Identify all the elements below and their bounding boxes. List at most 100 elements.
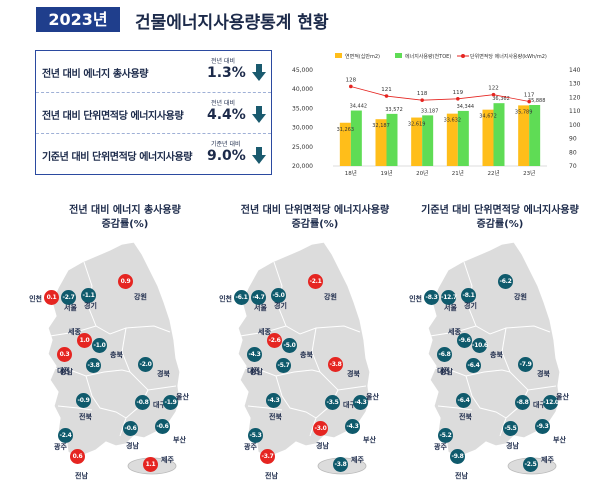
- line-unit-energy-label: 128: [346, 77, 357, 83]
- bar-floor-area: [339, 122, 351, 166]
- page-title: 건물에너지사용량통계 현황: [135, 13, 329, 33]
- region-label: 경남: [126, 442, 139, 450]
- region-value-bubble: -6.4: [456, 393, 471, 408]
- province-border: [429, 325, 551, 337]
- region-value-bubble: -12.7: [441, 290, 457, 305]
- region-label: 강원: [514, 293, 527, 301]
- stat-row-base-year-energy: 기준년 대비 단위면적당 에너지사용량 기준년 대비 9.0%: [36, 133, 271, 174]
- province-border: [51, 367, 131, 377]
- region-value-bubble: -3.8: [333, 457, 348, 472]
- bar-floor-area-label: 34,672: [479, 114, 497, 120]
- legend-label: 에너지사용량(천TOE): [405, 53, 451, 60]
- stat-label: 기준년 대비 단위면적당 에너지사용량: [42, 152, 193, 163]
- region-label: 경북: [347, 370, 360, 378]
- legend-swatch: [395, 53, 402, 58]
- region-value-bubble: -3.7: [260, 449, 275, 464]
- x-tick-label: 23년: [523, 169, 535, 177]
- region-label: 광주: [434, 443, 447, 451]
- region-label: 충북: [300, 351, 313, 359]
- region-value-bubble: -3.0: [313, 421, 328, 436]
- y-right-tick-label: 110: [569, 108, 581, 115]
- region-label: 제주: [541, 456, 554, 464]
- region-label: 경북: [537, 370, 550, 378]
- region-value-bubble: -2.4: [58, 428, 73, 443]
- bar-floor-area: [411, 117, 423, 166]
- region-label: 세종: [68, 328, 81, 336]
- y-right-tick-label: 140: [569, 67, 581, 74]
- bar-floor-area: [375, 119, 387, 166]
- region-label: 대구: [153, 401, 166, 409]
- map-title-total-energy: 전년 대비 에너지 총사용량 증감률(%): [40, 204, 210, 232]
- province-border: [241, 367, 321, 377]
- year-badge: 2023년: [36, 7, 120, 32]
- region-label: 서울: [254, 304, 267, 312]
- region-label: 전북: [269, 413, 282, 421]
- region-label: 부산: [173, 436, 186, 444]
- province-border: [311, 327, 367, 391]
- bar-energy-usage: [422, 115, 434, 166]
- stat-label: 전년 대비 단위면적당 에너지사용량: [42, 111, 184, 122]
- bar-floor-area-label: 32,187: [372, 123, 390, 129]
- energy-usage-chart: 연면적(십만m2) 에너지사용량(천TOE) 단위면적당 에너지사용량(kWh/m2…: [285, 50, 585, 190]
- region-value-bubble: -12.0: [543, 395, 559, 410]
- y-left-tick-label: 20,000: [292, 163, 313, 170]
- region-value-bubble: -4.7: [251, 290, 266, 305]
- x-tick-label: 19년: [380, 169, 392, 177]
- region-value-bubble: -3.8: [86, 358, 101, 373]
- korea-map-total-energy: 0.1 인천 -2.7 서울 -1.1 경기 0.9 강원 1.0 세종 -1.0 충북 0.3 충남 -3…: [29, 240, 212, 495]
- region-label: 충남: [440, 368, 453, 376]
- region-value-bubble: 1.0: [77, 333, 92, 348]
- region-label: 서울: [444, 304, 457, 312]
- region-label: 전북: [459, 413, 472, 421]
- region-label: 강원: [134, 293, 147, 301]
- line-unit-energy-label: 117: [524, 93, 535, 99]
- region-value-bubble: 0.1: [44, 290, 59, 305]
- down-arrow-icon: [252, 106, 266, 123]
- x-tick-label: 22년: [487, 169, 499, 177]
- province-border: [431, 367, 511, 377]
- region-label: 제주: [351, 456, 364, 464]
- region-label: 인천: [409, 295, 422, 303]
- bar-energy-usage-label: 36,362: [492, 96, 510, 102]
- region-label: 인천: [29, 295, 42, 303]
- bar-floor-area: [482, 109, 494, 166]
- region-label: 대구: [533, 401, 546, 409]
- region-value-bubble: -4.3: [247, 347, 262, 362]
- region-value-bubble: -6.4: [466, 358, 481, 373]
- region-value-bubble: -5.0: [271, 288, 286, 303]
- region-value-bubble: 0.6: [70, 449, 85, 464]
- line-unit-energy-point: [456, 97, 460, 101]
- region-label: 울산: [176, 393, 189, 401]
- region-label: 경북: [157, 370, 170, 378]
- y-right-tick-label: 120: [569, 94, 581, 101]
- bar-energy-usage: [386, 113, 398, 166]
- province-border: [85, 375, 127, 419]
- region-label: 경기: [274, 302, 287, 310]
- summary-stats-panel: 전년 대비 에너지 총사용량 전년 대비 1.3% 전년 대비 단위면적당 에너…: [35, 50, 272, 175]
- y-right-tick-label: 90: [569, 136, 577, 143]
- region-label: 전남: [265, 472, 278, 480]
- korea-map-unit-area-energy: -6.1 인천 -4.7 서울 -5.0 경기 -2.1 강원 -2.6 세종 -5.0 충북 -4.3…: [219, 240, 402, 495]
- down-arrow-icon: [252, 147, 266, 164]
- region-value-bubble: -8.1: [461, 288, 476, 303]
- region-label: 경남: [506, 442, 519, 450]
- legend-label: 연면적(십만m2): [345, 53, 380, 60]
- province-border: [247, 405, 283, 411]
- bar-floor-area-label: 32,619: [408, 122, 426, 128]
- legend-label: 단위면적당 에너지사용량(kWh/m2): [470, 53, 547, 60]
- region-value-bubble: 1.1: [143, 457, 158, 472]
- region-value-bubble: -0.6: [123, 421, 138, 436]
- y-left-tick-label: 45,000: [292, 67, 313, 74]
- line-unit-energy-label: 118: [417, 91, 428, 97]
- y-right-tick-label: 130: [569, 81, 581, 88]
- bar-energy-usage: [529, 104, 541, 166]
- line-unit-energy-point: [420, 98, 424, 102]
- region-value-bubble: -8.3: [424, 290, 439, 305]
- region-label: 광주: [244, 443, 257, 451]
- region-value-bubble: -2.6: [267, 333, 282, 348]
- region-value-bubble: -0.9: [76, 393, 91, 408]
- region-value-bubble: 0.3: [57, 347, 72, 362]
- region-label: 부산: [363, 436, 376, 444]
- region-value-bubble: -2.0: [138, 357, 153, 372]
- region-label: 세종: [448, 328, 461, 336]
